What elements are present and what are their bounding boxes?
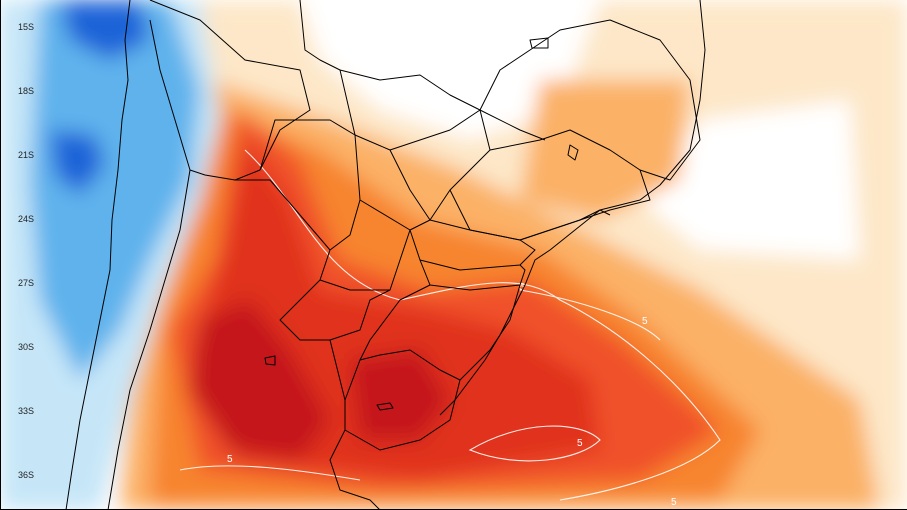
shade-white-east — [640, 100, 860, 260]
contour-lines — [179, 149, 721, 501]
contour-5-inner — [244, 149, 721, 501]
shade-white-north — [300, 0, 600, 140]
entre-rios — [329, 339, 346, 401]
bahia — [479, 19, 701, 181]
buenos-aires — [329, 429, 381, 510]
lake-1 — [529, 37, 549, 49]
contour-5-east — [519, 289, 661, 341]
andes-border — [107, 19, 191, 510]
shade-deep-blue-north — [60, 0, 150, 60]
argentina-provinces — [279, 279, 391, 341]
lat-label-21s: 21S — [18, 150, 35, 160]
ms-state — [354, 134, 431, 231]
lake-4 — [376, 402, 394, 411]
lat-label-36s: 36S — [18, 470, 35, 480]
shade-dark-red — [190, 300, 330, 460]
contour-label-5: 5 — [671, 497, 677, 508]
shade-dark-red-uruguay — [350, 350, 450, 440]
brazil-west — [299, 0, 356, 136]
political-borders — [65, 0, 706, 510]
lat-label-18s: 18S — [18, 86, 35, 96]
chile-coast — [65, 0, 131, 510]
shade-blue — [30, 0, 200, 380]
contour-label-4: 5 — [227, 454, 233, 465]
shade-orange-northeast — [520, 80, 690, 220]
lake-2 — [567, 144, 579, 161]
lake-3 — [264, 355, 276, 366]
contour-label-1: 5 — [519, 282, 525, 293]
santa-catarina — [419, 259, 526, 291]
brazil-center — [339, 69, 546, 141]
lat-label-15s: 15S — [18, 22, 35, 32]
contour-label-3: 5 — [577, 438, 583, 449]
brazil-coast — [439, 0, 706, 416]
lat-label-24s: 24S — [18, 214, 35, 224]
lat-label-27s: 27S — [18, 278, 35, 288]
contour-5-south — [179, 465, 361, 481]
shade-deep-blue — [50, 130, 105, 195]
contour-5-lens — [468, 425, 601, 462]
parana — [409, 229, 536, 271]
contour-label-2: 5 — [642, 316, 648, 327]
argentina-north — [235, 179, 331, 251]
lat-label-30s: 30S — [18, 342, 35, 352]
lat-label-33s: 33S — [18, 406, 35, 416]
